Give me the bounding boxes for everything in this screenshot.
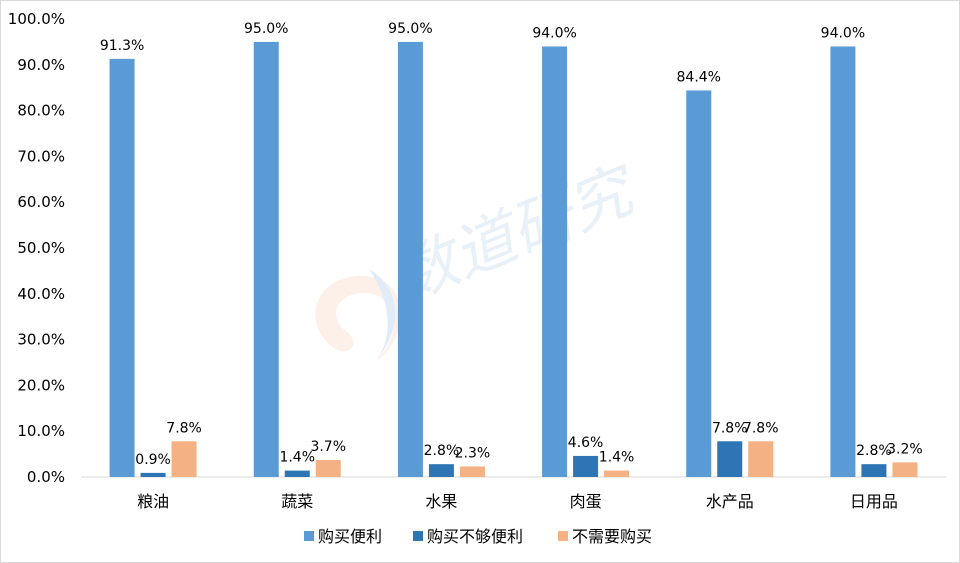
legend-label: 购买便利 <box>318 527 382 546</box>
legend-label: 购买不够便利 <box>427 527 523 546</box>
bar <box>573 455 599 477</box>
bar <box>604 470 630 477</box>
data-label: 1.4% <box>279 450 315 466</box>
y-tick-label: 100.0% <box>8 10 65 28</box>
data-label: 7.8% <box>743 420 779 436</box>
y-tick-label: 20.0% <box>17 376 65 394</box>
bar <box>428 464 454 477</box>
category-label: 肉蛋 <box>570 492 602 511</box>
bar <box>284 470 310 477</box>
category-label: 水果 <box>425 492 457 511</box>
y-tick-label: 90.0% <box>17 56 65 74</box>
legend: 购买便利 购买不够便利 不需要购买 <box>304 527 652 546</box>
y-tick-label: 10.0% <box>17 422 65 440</box>
bar <box>861 464 887 477</box>
category-label: 粮油 <box>137 492 169 511</box>
category-label: 蔬菜 <box>281 492 313 511</box>
bar <box>717 441 743 477</box>
bar <box>109 58 135 477</box>
data-label: 95.0% <box>388 21 432 37</box>
y-tick-label: 70.0% <box>17 147 65 165</box>
bar <box>830 46 856 477</box>
data-label: 2.8% <box>424 443 460 459</box>
y-tick-label: 0.0% <box>27 468 65 486</box>
bar <box>140 472 166 477</box>
data-labels: 91.3%0.9%7.8%95.0%1.4%3.7%95.0%2.8%2.3%9… <box>100 21 923 468</box>
data-label: 0.9% <box>135 452 171 468</box>
bar <box>315 460 341 477</box>
legend-swatch <box>304 531 314 541</box>
bars <box>109 41 918 478</box>
category-labels: 粮油 蔬菜 水果 肉蛋 水产品 日用品 <box>137 492 898 511</box>
legend-swatch <box>413 531 423 541</box>
data-label: 95.0% <box>244 21 288 37</box>
bar <box>171 441 197 477</box>
watermark-logo <box>315 276 401 361</box>
watermark-text: 数道研究 <box>384 152 648 315</box>
data-label: 2.3% <box>455 445 491 461</box>
y-tick-label: 30.0% <box>17 331 65 349</box>
bar <box>397 41 423 478</box>
data-label: 7.8% <box>166 420 202 436</box>
data-label: 1.4% <box>599 450 635 466</box>
data-label: 7.8% <box>712 420 748 436</box>
bar <box>892 462 918 477</box>
y-tick-label: 80.0% <box>17 102 65 120</box>
y-tick-label: 40.0% <box>17 285 65 303</box>
bar <box>459 466 485 477</box>
data-label: 91.3% <box>100 38 144 54</box>
data-label: 84.4% <box>677 69 721 85</box>
data-label: 94.0% <box>821 25 865 41</box>
data-label: 94.0% <box>532 25 576 41</box>
bar <box>686 90 712 477</box>
y-tick-labels: 0.0% 10.0% 20.0% 30.0% 40.0% 50.0% 60.0% 70.0% 8… <box>8 10 65 486</box>
legend-swatch <box>558 531 568 541</box>
data-label: 3.7% <box>310 439 346 455</box>
data-label: 2.8% <box>856 443 892 459</box>
bar <box>253 41 279 478</box>
y-tick-label: 50.0% <box>17 239 65 257</box>
data-label: 3.2% <box>887 441 923 457</box>
y-tick-label: 60.0% <box>17 193 65 211</box>
bar <box>748 441 774 477</box>
data-label: 4.6% <box>568 435 604 451</box>
category-label: 日用品 <box>850 492 898 511</box>
legend-label: 不需要购买 <box>572 527 652 546</box>
watermark-logo-accent <box>369 269 396 366</box>
bar <box>542 46 568 477</box>
category-label: 水产品 <box>706 492 754 511</box>
watermark: 数道研究 <box>315 152 648 366</box>
